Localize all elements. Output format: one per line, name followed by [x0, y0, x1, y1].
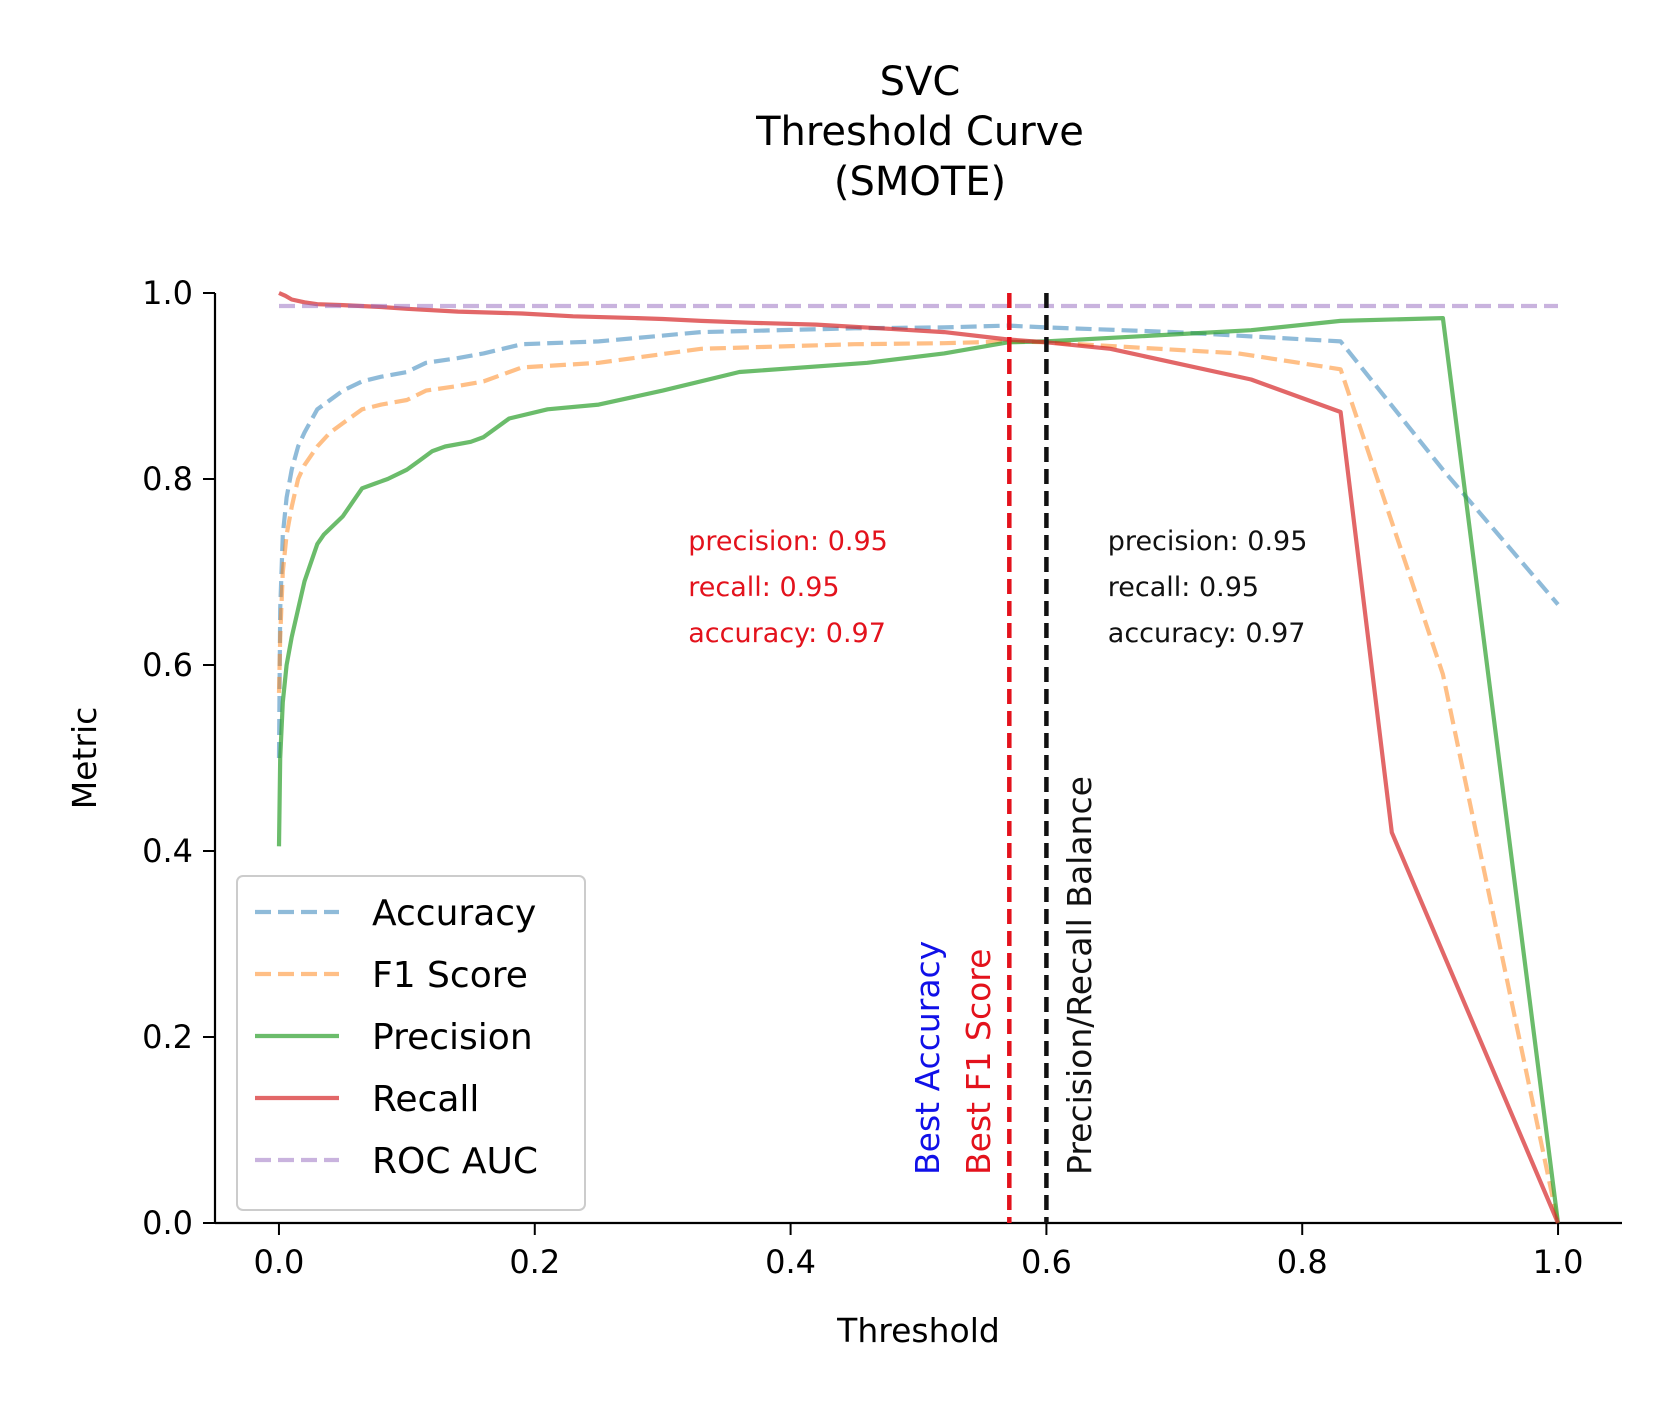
- x-tick-label: 0.8: [1277, 1243, 1328, 1281]
- legend-label-precision: Precision: [372, 1017, 533, 1058]
- annotation-1-line-0: precision: 0.95: [1108, 526, 1308, 557]
- y-tick-label: 0.2: [142, 1018, 193, 1056]
- y-axis-label: Metric: [65, 707, 104, 810]
- legend-label-f1-score: F1 Score: [372, 955, 528, 996]
- title-line-1: Threshold Curve: [755, 109, 1084, 155]
- marker-label-precision-recall-balance: Precision/Recall Balance: [1060, 776, 1099, 1175]
- x-axis-label: Threshold: [836, 1311, 1000, 1350]
- marker-label-best-f1-score: Best F1 Score: [959, 949, 998, 1175]
- title-line-0: SVC: [880, 59, 961, 105]
- x-tick-label: 1.0: [1533, 1243, 1584, 1281]
- x-tick-label: 0.6: [1021, 1243, 1072, 1281]
- legend-label-accuracy: Accuracy: [372, 893, 536, 934]
- y-axis-ticks: 0.0 0.2 0.4 0.6 0.8 1.0: [142, 274, 215, 1242]
- x-tick-label: 0.4: [765, 1243, 816, 1281]
- title-line-2: (SMOTE): [834, 159, 1006, 205]
- legend-box: [236, 875, 586, 1211]
- y-tick-label: 1.0: [142, 274, 193, 312]
- y-tick-label: 0.0: [142, 1204, 193, 1242]
- x-tick-label: 0.0: [254, 1243, 305, 1281]
- series-accuracy: [276, 323, 1560, 759]
- y-tick-label: 0.8: [142, 460, 193, 498]
- annotation-0-line-0: precision: 0.95: [688, 526, 888, 557]
- legend: Accuracy F1 Score Precision Recall ROC AUC: [236, 875, 586, 1211]
- series-lines: [276, 291, 1561, 1224]
- axes: [213, 293, 1622, 1225]
- series-precision: [276, 316, 1561, 1224]
- y-tick-label: 0.4: [142, 832, 193, 870]
- legend-label-recall: Recall: [372, 1079, 479, 1120]
- annotation-0-line-2: accuracy: 0.97: [688, 618, 886, 649]
- legend-label-roc-auc: ROC AUC: [372, 1141, 538, 1182]
- marker-label-best-accuracy: Best Accuracy: [908, 941, 947, 1175]
- annotation-1-line-1: recall: 0.95: [1108, 572, 1259, 603]
- threshold-markers: Best Accuracy Best F1 Score Precision/Reca…: [908, 293, 1099, 1223]
- metric-annotations: precision: 0.95 recall: 0.95 accuracy: 0.9…: [688, 526, 1307, 649]
- annotation-0-line-1: recall: 0.95: [688, 572, 839, 603]
- annotation-1-line-2: accuracy: 0.97: [1108, 618, 1306, 649]
- y-tick-label: 0.6: [142, 646, 193, 684]
- x-axis-ticks: 0.0 0.2 0.4 0.6 0.8 1.0: [254, 1223, 1584, 1281]
- x-tick-label: 0.2: [509, 1243, 560, 1281]
